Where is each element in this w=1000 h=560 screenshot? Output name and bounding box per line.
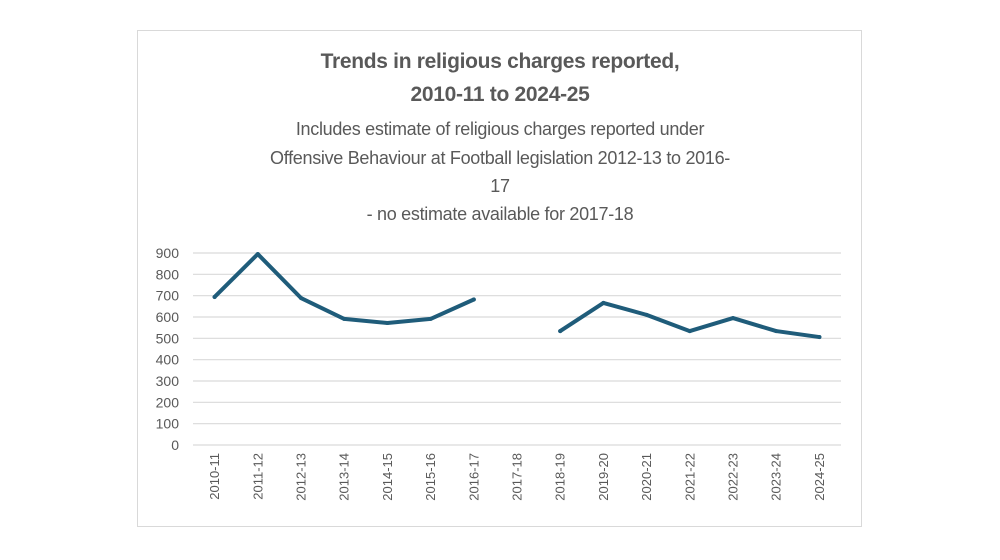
x-tick-label: 2015-16 [423, 453, 438, 501]
chart-subtitle-line-2: Offensive Behaviour at Football legislat… [270, 148, 730, 168]
chart-subtitle-line-3: 17 [490, 176, 510, 196]
chart-subtitle-line-1: Includes estimate of religious charges r… [295, 119, 705, 139]
x-tick-label: 2020-21 [639, 453, 654, 501]
data-point [687, 329, 692, 334]
y-tick-label: 100 [156, 416, 180, 432]
data-point [471, 297, 476, 302]
data-point [385, 320, 390, 325]
x-tick-label: 2014-15 [380, 453, 395, 501]
y-tick-label: 800 [156, 266, 180, 282]
data-point [212, 294, 217, 299]
x-tick-label: 2021-22 [682, 453, 697, 501]
data-point [558, 329, 563, 334]
chart-subtitle-line-4: - no estimate available for 2017-18 [366, 204, 634, 224]
data-point [774, 329, 779, 334]
chart-title-line-1: Trends in religious charges reported, [320, 50, 680, 73]
x-tick-label: 2022-23 [726, 453, 741, 501]
x-axis-ticks: 2010-11 2011-12 2012-13 2013-14 2014-15 2015-… [207, 453, 827, 501]
y-tick-label: 0 [171, 437, 179, 453]
y-tick-label: 700 [156, 288, 180, 304]
x-tick-label: 2018-19 [553, 453, 568, 501]
y-tick-label: 900 [156, 245, 180, 261]
gridlines [193, 252, 841, 446]
x-tick-label: 2013-14 [337, 453, 352, 501]
y-axis-ticks: 0 100 200 300 400 500 600 700 800 900 [156, 245, 180, 453]
data-point [644, 312, 649, 317]
x-tick-label: 2010-11 [207, 453, 222, 500]
x-tick-label: 2023-24 [769, 453, 784, 501]
x-tick-label: 2012-13 [294, 453, 309, 501]
data-point [731, 316, 735, 321]
y-tick-label: 200 [156, 394, 180, 410]
series-line-segment [212, 252, 476, 325]
x-tick-label: 2019-20 [596, 453, 611, 501]
x-tick-label: 2017-18 [510, 453, 525, 501]
x-tick-label: 2024-25 [812, 453, 827, 501]
y-tick-label: 600 [156, 309, 180, 325]
chart-frame [137, 30, 862, 527]
data-point [601, 300, 606, 305]
x-tick-label: 2016-17 [466, 453, 481, 501]
series-layer [212, 252, 822, 340]
data-point [428, 316, 433, 321]
y-tick-label: 500 [156, 330, 180, 346]
data-point [255, 252, 260, 257]
y-tick-label: 300 [156, 373, 180, 389]
data-point [299, 296, 303, 301]
x-tick-label: 2011-12 [250, 453, 265, 500]
chart-title-line-2: 2010-11 to 2024-25 [410, 83, 590, 106]
data-point [342, 316, 347, 321]
y-tick-label: 400 [156, 352, 180, 368]
data-point [817, 335, 822, 340]
